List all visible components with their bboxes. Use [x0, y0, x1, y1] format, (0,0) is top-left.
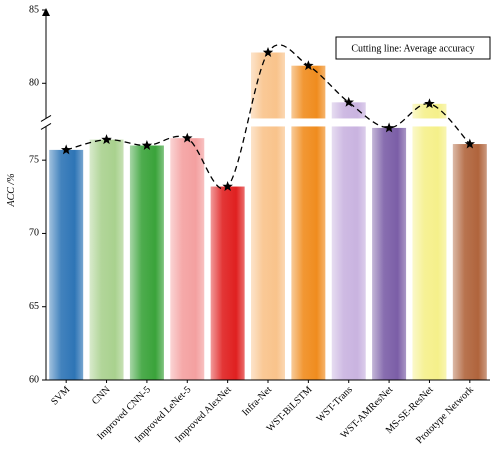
y-tick-label: 80 — [29, 78, 39, 89]
axis-arrow — [42, 8, 50, 16]
bar — [372, 127, 407, 380]
legend-text: Cutting line: Average accuracy — [351, 43, 474, 54]
bar-break-gap — [250, 118, 286, 127]
bar — [251, 52, 285, 381]
y-tick-label: 70 — [29, 228, 39, 239]
x-tick-label: SVM — [49, 384, 72, 407]
bar — [49, 149, 84, 380]
bar — [412, 103, 447, 380]
star-marker — [222, 181, 233, 191]
average-curve — [66, 44, 471, 190]
bar — [210, 186, 245, 380]
x-tick-label: CNN — [90, 384, 113, 407]
star-marker — [424, 98, 435, 109]
y-axis-label: ACC /% — [6, 173, 17, 207]
bar — [291, 65, 326, 380]
star-marker — [464, 138, 475, 149]
bar-break-gap — [411, 118, 448, 127]
y-tick-label: 85 — [29, 4, 39, 15]
star-marker — [303, 60, 314, 71]
bar — [170, 138, 205, 380]
bar — [129, 145, 164, 380]
break-mark — [40, 115, 52, 122]
bar-break-gap — [290, 118, 327, 127]
bar — [89, 139, 124, 380]
star-marker — [383, 122, 395, 133]
legend-box — [335, 36, 491, 60]
star-marker — [61, 144, 72, 155]
x-tick-label: Infra-Net — [240, 384, 274, 418]
y-tick-label: 60 — [29, 374, 39, 385]
x-tick-label: WST-Trans — [315, 384, 355, 424]
star-marker — [343, 96, 354, 107]
star-marker — [101, 134, 112, 145]
bar — [452, 144, 487, 380]
break-mark — [40, 123, 52, 130]
star-marker — [182, 132, 193, 143]
y-tick-label: 75 — [29, 154, 39, 165]
star-marker — [262, 47, 274, 57]
star-marker — [141, 140, 153, 150]
y-tick-label: 65 — [29, 301, 39, 312]
bar — [331, 102, 366, 381]
bar-break-gap — [330, 118, 367, 127]
